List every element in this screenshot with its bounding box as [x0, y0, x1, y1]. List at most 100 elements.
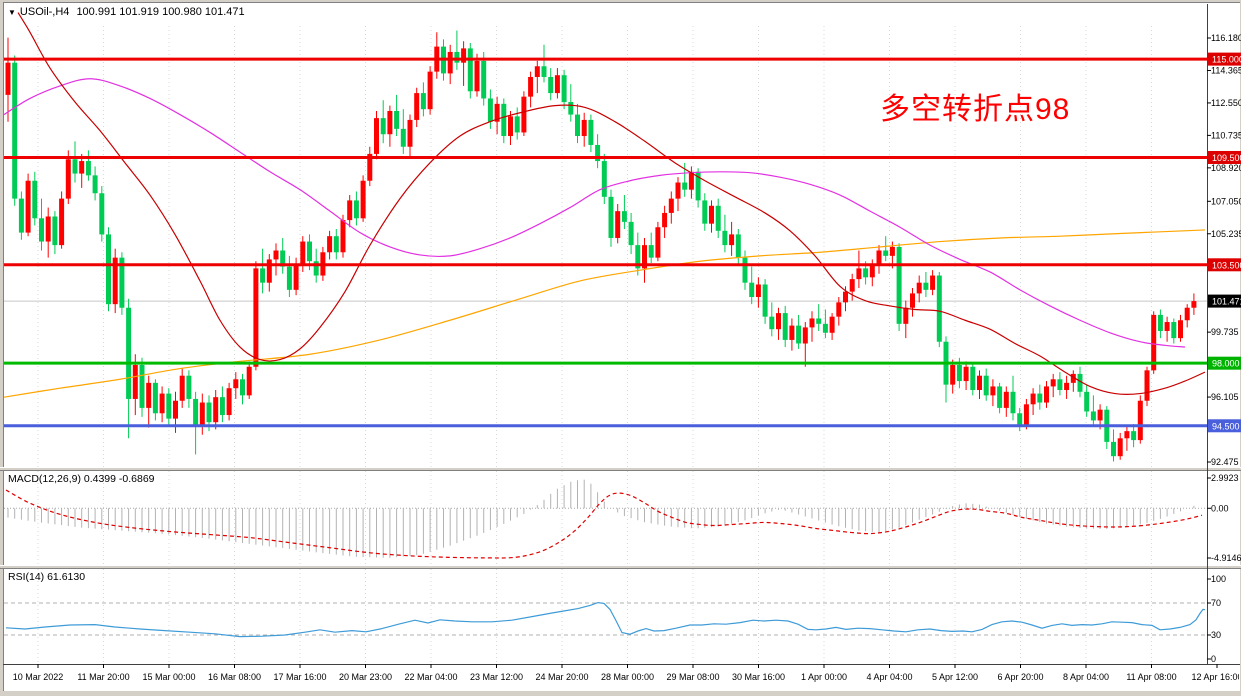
- rsi-line: [5, 601, 1206, 638]
- candle-body: [749, 282, 755, 297]
- candle-body: [1137, 400, 1143, 441]
- candle-body: [910, 293, 915, 308]
- candle-body: [481, 60, 487, 99]
- candle-body: [119, 257, 125, 308]
- date-label: 22 Mar 04:00: [404, 672, 457, 682]
- date-label: 10 Mar 2022: [13, 672, 64, 682]
- candle-body: [889, 246, 895, 256]
- candle-body: [25, 180, 31, 233]
- candle-body: [709, 205, 714, 224]
- chart-dropdown-icon[interactable]: ▼: [8, 8, 16, 17]
- candle-body: [461, 48, 467, 63]
- panel-splitter: [0, 565, 1241, 569]
- candle-body: [936, 275, 942, 342]
- macd-tick-label: 2.9923: [1211, 473, 1239, 483]
- candle-body: [374, 118, 379, 154]
- candle-body: [648, 245, 654, 258]
- candle-body: [729, 234, 735, 246]
- macd-histogram: [7, 479, 1195, 558]
- candle-body: [923, 282, 929, 290]
- candle-body: [836, 302, 842, 317]
- candle-body: [273, 250, 279, 260]
- candle-body: [126, 307, 132, 399]
- candle-body: [65, 159, 71, 199]
- candle-body: [1178, 320, 1183, 339]
- candle-body: [333, 236, 339, 253]
- price-tick-label: 108.920: [1211, 163, 1241, 173]
- candle-body: [5, 62, 11, 95]
- date-label: 30 Mar 16:00: [732, 672, 785, 682]
- date-label: 15 Mar 00:00: [142, 672, 195, 682]
- ma-mid-magenta: [3, 78, 1186, 348]
- candle-body: [173, 400, 178, 419]
- candle-body: [454, 51, 460, 63]
- candle-body: [112, 257, 118, 305]
- candle-body: [541, 66, 547, 77]
- candle-body: [796, 325, 802, 344]
- candle-body: [353, 200, 359, 219]
- candle-body: [635, 245, 641, 269]
- candle-body: [447, 51, 453, 74]
- candle-body: [414, 93, 420, 120]
- date-label: 16 Mar 08:00: [208, 672, 261, 682]
- date-label: 8 Apr 04:00: [1063, 672, 1109, 682]
- candle-body: [997, 386, 1003, 408]
- candle-body: [219, 397, 225, 416]
- candle-body: [662, 212, 668, 228]
- svg-text:103.500: 103.500: [1212, 260, 1241, 270]
- candle-body: [1164, 322, 1170, 331]
- candle-body: [186, 375, 192, 399]
- candle-body: [474, 60, 480, 92]
- price-tick-label: 99.735: [1211, 327, 1239, 337]
- candle-body: [300, 241, 306, 265]
- candle-body: [1017, 413, 1023, 426]
- candle-body: [843, 291, 848, 303]
- candle-body: [534, 66, 540, 77]
- candle-body: [1064, 382, 1070, 391]
- candle-body: [608, 196, 614, 238]
- rsi-tick-label: 0: [1211, 654, 1216, 664]
- candle-body: [1030, 393, 1036, 405]
- candle-body: [829, 316, 835, 333]
- date-label: 1 Apr 00:00: [801, 672, 847, 682]
- candle-body: [467, 48, 473, 92]
- candle-body: [179, 375, 185, 401]
- candle-body: [246, 366, 252, 396]
- price-tick-label: 105.235: [1211, 229, 1241, 239]
- candle-body: [152, 382, 158, 414]
- svg-text:115.000: 115.000: [1212, 55, 1241, 65]
- candle-body: [1044, 386, 1049, 403]
- candle-body: [742, 257, 748, 283]
- price-tick-label: 114.365: [1211, 65, 1241, 75]
- candle-body: [501, 103, 507, 137]
- candle-body: [675, 182, 681, 199]
- rsi-tick-label: 30: [1211, 630, 1221, 640]
- macd-tick-label: -4.9146: [1211, 553, 1241, 563]
- candle-body: [347, 200, 353, 221]
- candle-body: [601, 161, 607, 197]
- candle-body: [293, 264, 299, 290]
- candle-body: [983, 375, 989, 396]
- panel-splitter: [0, 467, 1241, 471]
- candle-body: [1151, 314, 1157, 371]
- level-badge-98.000: 98.000: [1208, 356, 1241, 370]
- candle-body: [876, 250, 882, 265]
- candle-body: [307, 241, 312, 262]
- candle-body: [260, 268, 266, 283]
- date-label: 11 Mar 20:00: [77, 672, 129, 682]
- candle-body: [816, 318, 822, 324]
- candle-body: [52, 216, 58, 246]
- price-tick-label: 96.105: [1211, 392, 1239, 402]
- candle-body: [735, 234, 741, 258]
- ma-slow-orange: [3, 229, 1206, 398]
- candle-body: [575, 114, 580, 137]
- candle-body: [1037, 393, 1043, 403]
- price-tick-label: 112.550: [1211, 98, 1241, 108]
- annotation-text-object[interactable]: 多空转折点98: [880, 93, 1071, 126]
- candle-body: [1111, 441, 1116, 457]
- macd-indicator-label: MACD(12,26,9) 0.4399 -0.6869: [8, 473, 155, 485]
- candle-body: [970, 366, 976, 391]
- candle-body: [809, 318, 815, 328]
- candle-body: [1124, 431, 1130, 439]
